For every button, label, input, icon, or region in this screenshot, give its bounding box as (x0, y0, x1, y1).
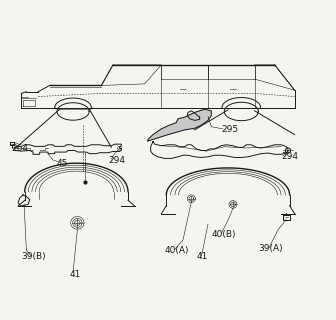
Text: 41: 41 (70, 270, 81, 279)
Text: 295: 295 (221, 125, 239, 134)
Text: 294: 294 (281, 152, 298, 161)
Text: 40(A): 40(A) (165, 246, 189, 255)
Text: 41: 41 (196, 252, 208, 261)
Text: 45: 45 (56, 159, 68, 168)
Text: 40(B): 40(B) (211, 230, 236, 239)
Text: 264: 264 (11, 144, 28, 153)
Text: 39(A): 39(A) (258, 244, 283, 253)
Text: 39(B): 39(B) (22, 252, 46, 261)
Polygon shape (148, 109, 211, 141)
Text: 294: 294 (108, 156, 125, 164)
